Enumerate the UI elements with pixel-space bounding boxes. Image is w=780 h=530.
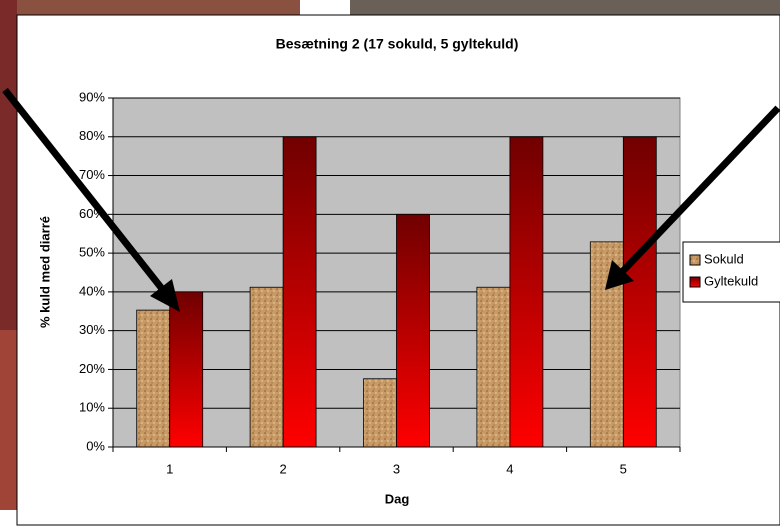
- bar: [363, 378, 397, 448]
- y-tick-label: 70%: [79, 167, 105, 182]
- y-tick-label: 80%: [79, 128, 105, 143]
- x-axis-label: Dag: [385, 491, 410, 506]
- y-tick-label: 50%: [79, 245, 105, 260]
- bar: [169, 291, 204, 448]
- bar: [396, 213, 430, 448]
- x-tick-label: 3: [393, 461, 400, 476]
- y-tick-label: 20%: [79, 361, 105, 376]
- x-tick-label: 1: [166, 461, 173, 476]
- x-tick-label: 4: [506, 461, 513, 476]
- y-tick-label: 90%: [79, 89, 105, 104]
- arrows: [2, 87, 780, 312]
- bar: [136, 309, 171, 448]
- y-tick-label: 30%: [79, 322, 105, 337]
- bar: [249, 286, 284, 448]
- bar: [509, 136, 544, 448]
- chart-title: Besætning 2 (17 sokuld, 5 gyltekuld): [276, 36, 519, 52]
- legend-swatch: [689, 276, 701, 288]
- y-tick-label: 10%: [79, 400, 105, 415]
- x-tick-label: 5: [620, 461, 627, 476]
- legend-swatch: [689, 254, 701, 266]
- y-tick-label: 0%: [86, 438, 105, 453]
- legend-label: Sokuld: [704, 251, 744, 266]
- x-tick-label: 2: [279, 461, 286, 476]
- bar: [282, 136, 317, 448]
- legend: [682, 241, 780, 303]
- legend-label: Gyltekuld: [704, 273, 758, 288]
- y-axis-label: % kuld med diarré: [37, 216, 52, 328]
- bar: [622, 136, 657, 448]
- bar: [476, 286, 511, 448]
- y-tick-label: 40%: [79, 283, 105, 298]
